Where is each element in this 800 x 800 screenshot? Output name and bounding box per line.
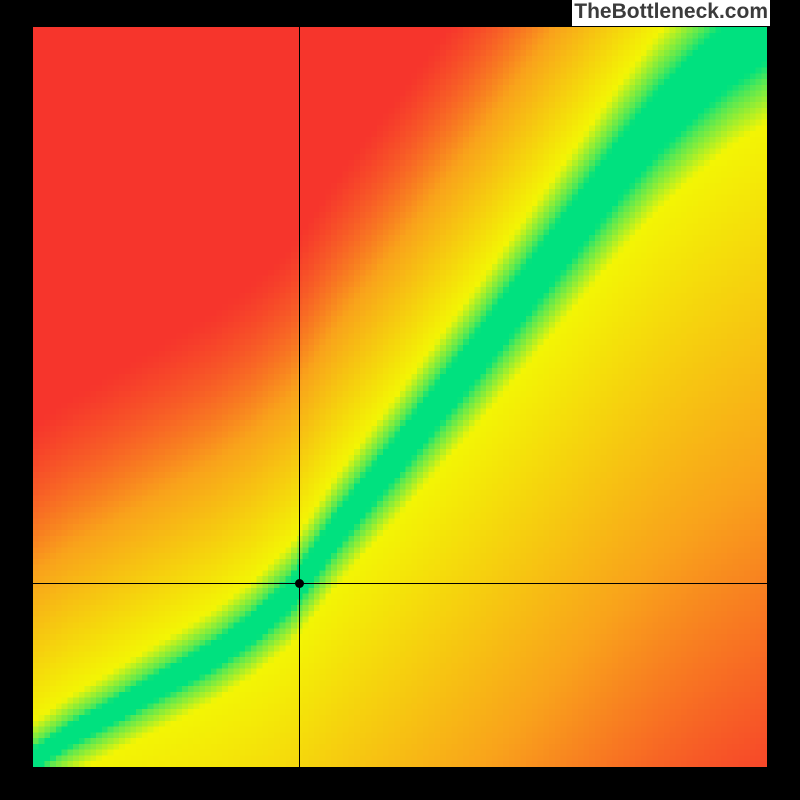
crosshair-dot	[295, 579, 304, 588]
bottleneck-heatmap	[33, 27, 767, 767]
crosshair-vertical	[299, 27, 300, 767]
watermark-text: TheBottleneck.com	[572, 0, 770, 26]
chart-container: { "type": "heatmap", "source_watermark":…	[0, 0, 800, 800]
crosshair-horizontal	[33, 583, 767, 584]
